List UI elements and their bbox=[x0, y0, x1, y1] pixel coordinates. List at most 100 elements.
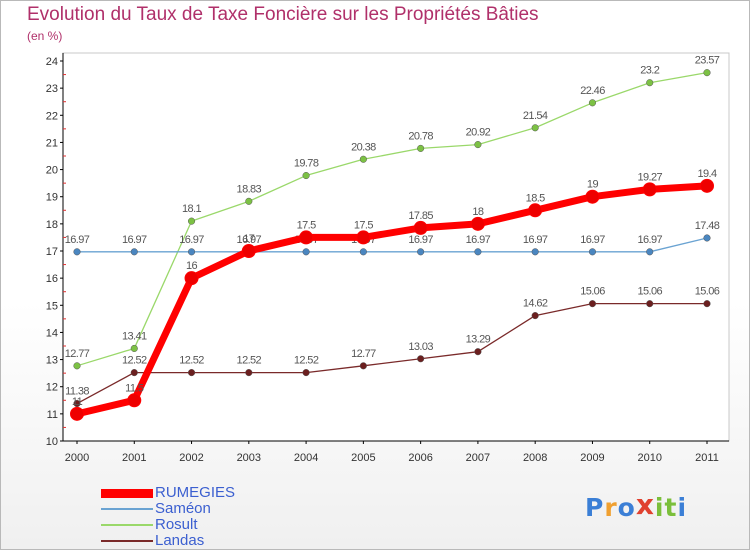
data-label-landas: 14.62 bbox=[523, 298, 548, 310]
series-line-rumegies bbox=[73, 182, 711, 418]
data-label-rumegies: 17.5 bbox=[297, 219, 316, 231]
data-label-landas: 12.52 bbox=[294, 355, 319, 367]
data-label-sam-on: 16.97 bbox=[237, 234, 262, 246]
proxiti-logo: Proxiti bbox=[585, 488, 688, 523]
plot-area bbox=[62, 52, 730, 442]
series-point-rosult bbox=[646, 79, 654, 87]
data-label-sam-on: 16.97 bbox=[466, 234, 491, 246]
data-label-rumegies: 17.5 bbox=[354, 219, 373, 231]
x-tick-label: 2004 bbox=[294, 452, 318, 464]
legend-label-rosult: Rosult bbox=[155, 516, 198, 533]
data-label-landas: 15.06 bbox=[580, 286, 605, 298]
series-point-landas bbox=[130, 369, 138, 377]
logo-letter: i bbox=[677, 493, 688, 522]
data-label-rumegies: 18.5 bbox=[526, 192, 545, 204]
x-tick-label: 2001 bbox=[122, 452, 146, 464]
series-point-rosult bbox=[703, 69, 711, 77]
series-point-rosult bbox=[245, 197, 253, 205]
series-point-rumegies bbox=[184, 271, 199, 286]
data-label-sam-on: 16.97 bbox=[637, 234, 662, 246]
data-label-landas: 13.29 bbox=[466, 334, 491, 346]
series-point-sam-on bbox=[703, 234, 711, 242]
data-label-sam-on: 16.97 bbox=[179, 234, 204, 246]
data-label-rumegies: 11.5 bbox=[125, 382, 144, 394]
series-point-rosult bbox=[73, 362, 81, 370]
y-tick-label: 21 bbox=[46, 137, 58, 149]
data-label-rumegies: 11 bbox=[72, 396, 83, 408]
series-point-rumegies bbox=[528, 203, 543, 218]
series-point-sam-on bbox=[359, 248, 367, 256]
data-label-rosult: 23.2 bbox=[640, 65, 659, 77]
x-tick-label: 2009 bbox=[580, 452, 604, 464]
series-point-rosult bbox=[130, 344, 138, 352]
series-point-sam-on bbox=[130, 248, 138, 256]
series-point-landas bbox=[417, 355, 425, 363]
series-point-landas bbox=[474, 348, 482, 356]
series-point-rosult bbox=[531, 124, 539, 132]
x-tick-label: 2006 bbox=[408, 452, 432, 464]
series-point-sam-on bbox=[646, 248, 654, 256]
data-label-landas: 12.52 bbox=[237, 355, 262, 367]
data-label-sam-on: 17.48 bbox=[695, 220, 720, 232]
x-tick-label: 2007 bbox=[466, 452, 490, 464]
series-point-rosult bbox=[474, 141, 482, 149]
series-point-rumegies bbox=[241, 244, 256, 258]
data-label-rosult: 19.78 bbox=[294, 158, 319, 170]
series-point-sam-on bbox=[474, 248, 482, 256]
series-point-rumegies bbox=[413, 220, 428, 235]
y-tick-label: 17 bbox=[46, 246, 58, 258]
series-point-landas bbox=[531, 312, 539, 320]
data-label-rumegies: 18 bbox=[472, 206, 484, 218]
series-point-sam-on bbox=[588, 248, 597, 256]
legend-swatch-rumegies bbox=[101, 488, 153, 498]
series-point-rumegies bbox=[642, 182, 657, 197]
series-point-rosult bbox=[187, 217, 196, 225]
y-tick-label: 16 bbox=[46, 273, 58, 285]
series-point-sam-on bbox=[187, 248, 196, 256]
data-label-rosult: 22.46 bbox=[580, 85, 605, 97]
series-point-sam-on bbox=[73, 248, 81, 256]
series-point-rosult bbox=[302, 171, 310, 180]
series-point-rumegies bbox=[470, 216, 485, 231]
data-label-landas: 12.52 bbox=[179, 355, 204, 367]
series-point-sam-on bbox=[417, 248, 425, 256]
legend-label-sam-on: Saméon bbox=[155, 500, 211, 517]
y-tick-label: 20 bbox=[46, 165, 58, 177]
x-tick-label: 2003 bbox=[237, 452, 261, 464]
series-line-rosult bbox=[76, 72, 708, 367]
data-label-landas: 15.06 bbox=[637, 286, 662, 298]
data-label-rosult: 13.41 bbox=[122, 330, 147, 342]
data-label-rosult: 21.54 bbox=[523, 110, 548, 122]
data-label-rosult: 18.1 bbox=[182, 203, 201, 215]
series-point-landas bbox=[302, 369, 310, 377]
y-tick-label: 22 bbox=[46, 110, 58, 122]
data-label-rumegies: 17 bbox=[243, 233, 255, 245]
y-tick-label: 18 bbox=[46, 219, 58, 231]
logo-letter: x bbox=[635, 488, 655, 521]
data-label-rumegies: 17.85 bbox=[408, 210, 433, 222]
series-point-rumegies bbox=[127, 393, 142, 408]
logo-letter: o bbox=[617, 493, 636, 522]
data-label-rosult: 20.92 bbox=[466, 127, 491, 139]
series-point-rosult bbox=[588, 99, 597, 107]
y-tick-label: 13 bbox=[46, 355, 58, 367]
data-label-rosult: 20.78 bbox=[408, 130, 433, 142]
data-label-sam-on: 16.97 bbox=[65, 234, 90, 246]
data-label-rosult: 23.57 bbox=[695, 55, 720, 67]
logo-letter: r bbox=[604, 493, 618, 522]
y-tick-label: 12 bbox=[46, 382, 58, 394]
series-point-rumegies bbox=[299, 230, 314, 245]
logo-letter: t bbox=[664, 493, 678, 522]
series-point-sam-on bbox=[302, 248, 310, 256]
series-point-rumegies bbox=[700, 178, 714, 193]
series-point-landas bbox=[245, 369, 253, 377]
data-label-sam-on: 16.97 bbox=[122, 234, 147, 246]
data-label-rumegies: 19.4 bbox=[697, 168, 716, 180]
legend-label-landas: Landas bbox=[155, 532, 205, 549]
chart-subtitle: (en %) bbox=[27, 29, 63, 43]
series-line-sam-on bbox=[76, 237, 708, 253]
y-tick-label: 15 bbox=[46, 300, 58, 312]
data-label-landas: 11.38 bbox=[65, 386, 89, 398]
